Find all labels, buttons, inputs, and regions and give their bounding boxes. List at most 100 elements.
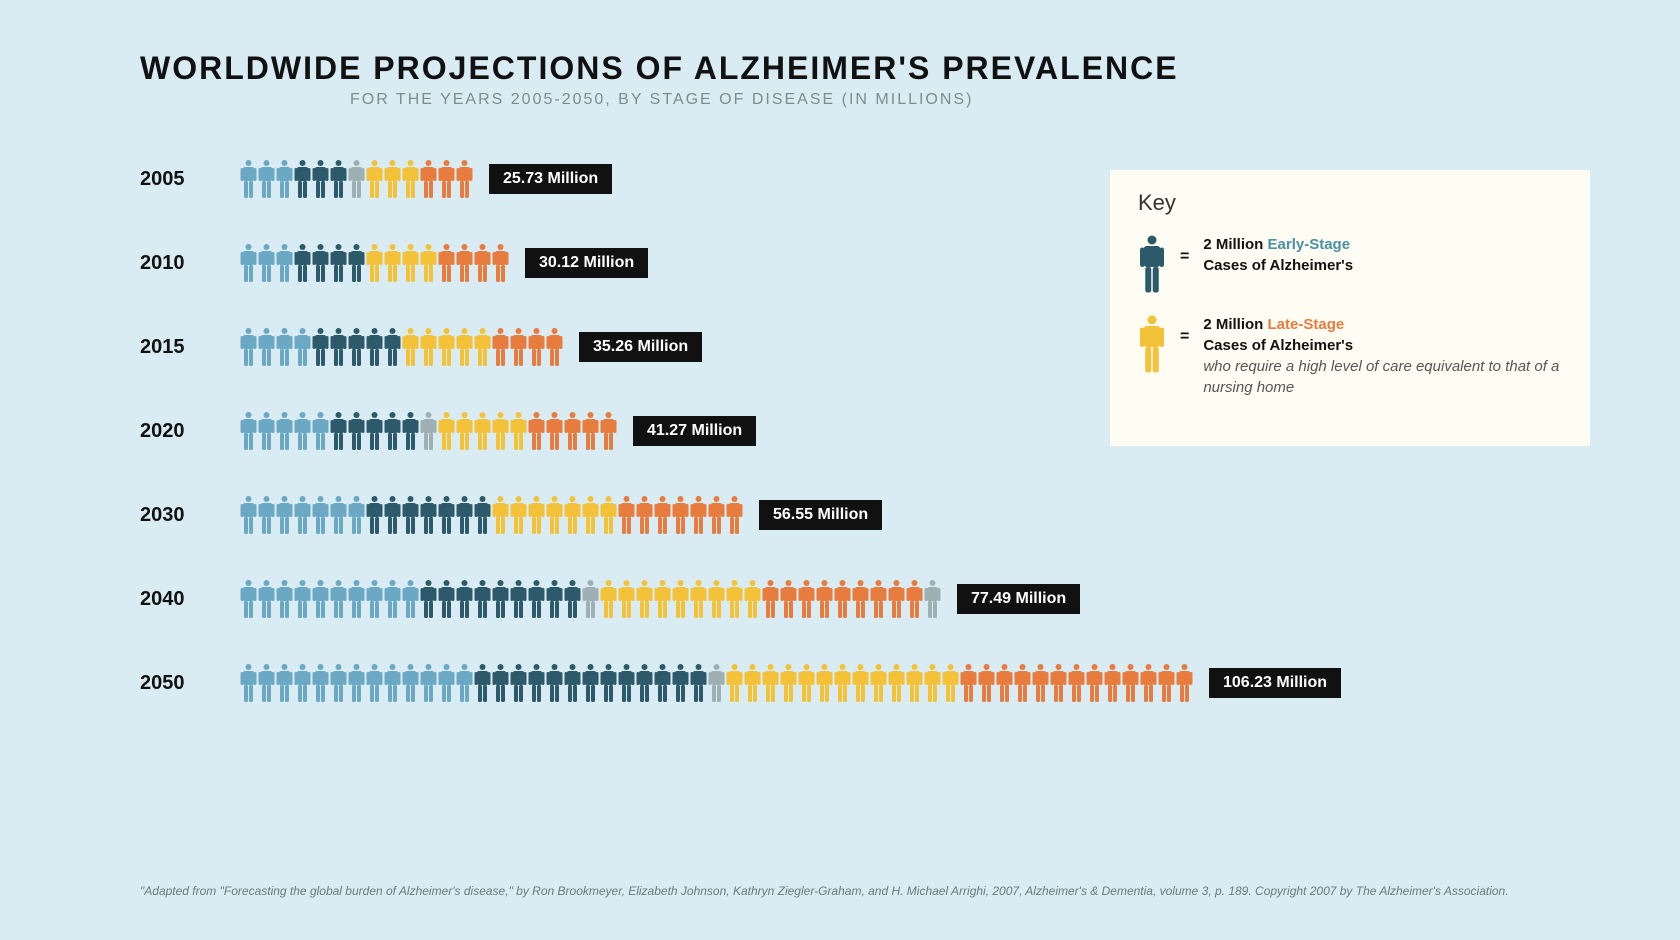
person-icon bbox=[600, 411, 617, 451]
person-icon bbox=[1138, 234, 1166, 294]
person-icon bbox=[276, 243, 293, 283]
person-icon bbox=[582, 495, 599, 535]
person-icon bbox=[258, 159, 275, 199]
person-icon bbox=[330, 411, 347, 451]
person-icon bbox=[600, 579, 617, 619]
icon-strip bbox=[240, 579, 941, 619]
person-icon bbox=[276, 327, 293, 367]
person-icon bbox=[528, 663, 545, 703]
person-icon bbox=[456, 411, 473, 451]
person-icon bbox=[1068, 663, 1085, 703]
person-icon bbox=[258, 579, 275, 619]
person-icon bbox=[330, 495, 347, 535]
person-icon bbox=[690, 663, 707, 703]
person-icon bbox=[510, 411, 527, 451]
person-icon bbox=[240, 411, 257, 451]
person-icon bbox=[510, 327, 527, 367]
person-icon bbox=[852, 663, 869, 703]
person-icon bbox=[672, 579, 689, 619]
person-icon bbox=[528, 495, 545, 535]
person-icon bbox=[330, 663, 347, 703]
person-icon bbox=[330, 159, 347, 199]
person-icon bbox=[276, 411, 293, 451]
person-icon bbox=[474, 495, 491, 535]
person-icon bbox=[924, 663, 941, 703]
person-icon bbox=[402, 243, 419, 283]
person-icon bbox=[402, 159, 419, 199]
person-icon bbox=[744, 663, 761, 703]
person-icon bbox=[402, 411, 419, 451]
person-icon bbox=[402, 579, 419, 619]
person-icon bbox=[1138, 314, 1166, 374]
person-icon bbox=[1176, 663, 1193, 703]
person-icon bbox=[546, 411, 563, 451]
person-icon bbox=[456, 579, 473, 619]
person-icon bbox=[438, 243, 455, 283]
legend-text-late: 2 Million Late-Stage Cases of Alzheimer'… bbox=[1203, 314, 1562, 398]
equals-sign: = bbox=[1180, 248, 1189, 266]
person-icon bbox=[258, 243, 275, 283]
person-icon bbox=[402, 495, 419, 535]
person-icon bbox=[348, 243, 365, 283]
pictogram-row: 204077.49 Million bbox=[140, 579, 1540, 619]
icon-strip bbox=[240, 243, 509, 283]
person-icon bbox=[456, 495, 473, 535]
person-icon bbox=[366, 411, 383, 451]
person-icon bbox=[834, 579, 851, 619]
person-icon bbox=[294, 327, 311, 367]
person-icon bbox=[726, 495, 743, 535]
person-icon bbox=[636, 579, 653, 619]
person-icon bbox=[492, 243, 509, 283]
person-icon bbox=[240, 159, 257, 199]
person-icon bbox=[888, 579, 905, 619]
person-icon bbox=[438, 327, 455, 367]
person-icon bbox=[294, 411, 311, 451]
chart-subtitle: FOR THE YEARS 2005-2050, BY STAGE OF DIS… bbox=[350, 91, 1540, 109]
pictogram-row: 203056.55 Million bbox=[140, 495, 1540, 535]
person-icon bbox=[474, 579, 491, 619]
icon-strip bbox=[240, 411, 617, 451]
person-icon bbox=[798, 579, 815, 619]
person-icon bbox=[384, 159, 401, 199]
person-icon bbox=[474, 243, 491, 283]
person-icon bbox=[438, 411, 455, 451]
person-icon bbox=[312, 159, 329, 199]
value-badge: 106.23 Million bbox=[1209, 668, 1341, 698]
person-icon bbox=[384, 663, 401, 703]
person-icon bbox=[816, 663, 833, 703]
person-icon bbox=[456, 159, 473, 199]
person-icon bbox=[1032, 663, 1049, 703]
person-icon bbox=[618, 663, 635, 703]
person-icon bbox=[762, 579, 779, 619]
person-icon bbox=[276, 579, 293, 619]
person-icon bbox=[294, 159, 311, 199]
person-icon bbox=[762, 663, 779, 703]
person-icon bbox=[366, 327, 383, 367]
person-icon bbox=[348, 159, 365, 199]
person-icon bbox=[240, 243, 257, 283]
person-icon bbox=[870, 579, 887, 619]
legend-text-early: 2 Million Early-Stage Cases of Alzheimer… bbox=[1203, 234, 1353, 276]
person-icon bbox=[312, 411, 329, 451]
person-icon bbox=[618, 495, 635, 535]
person-icon bbox=[780, 579, 797, 619]
person-icon bbox=[384, 243, 401, 283]
person-icon bbox=[366, 159, 383, 199]
value-badge: 30.12 Million bbox=[525, 248, 648, 278]
person-icon bbox=[330, 579, 347, 619]
person-icon bbox=[906, 579, 923, 619]
year-label: 2005 bbox=[140, 168, 240, 191]
person-icon bbox=[258, 327, 275, 367]
person-icon bbox=[294, 495, 311, 535]
person-icon bbox=[402, 663, 419, 703]
person-icon bbox=[294, 579, 311, 619]
person-icon bbox=[1104, 663, 1121, 703]
person-icon bbox=[978, 663, 995, 703]
person-icon bbox=[1158, 663, 1175, 703]
person-icon bbox=[312, 243, 329, 283]
person-icon bbox=[636, 663, 653, 703]
person-icon bbox=[312, 663, 329, 703]
person-icon bbox=[492, 495, 509, 535]
person-icon bbox=[492, 327, 509, 367]
person-icon bbox=[654, 663, 671, 703]
